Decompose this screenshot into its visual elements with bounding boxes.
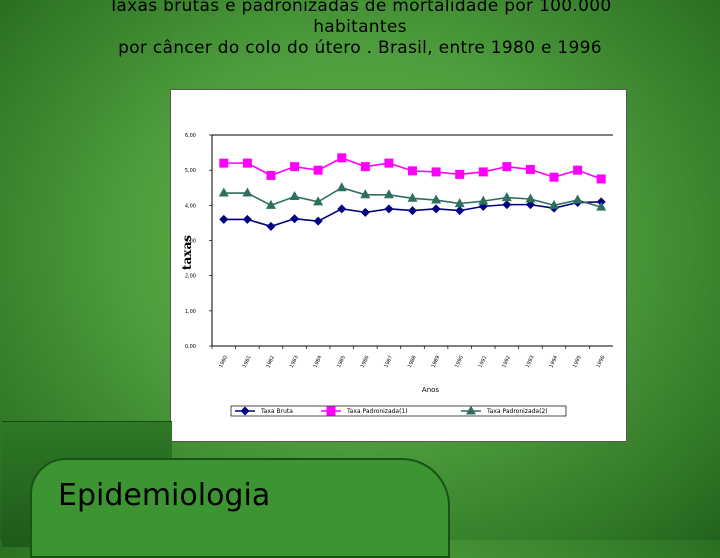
data-point-square xyxy=(455,169,465,179)
data-point-square xyxy=(431,167,441,177)
data-point-triangle xyxy=(572,194,583,204)
x-tick-label: 1993 xyxy=(525,355,536,369)
data-point-triangle xyxy=(313,196,324,206)
y-tick-label: 0,00 xyxy=(185,344,196,350)
legend-label-3: Taxa Padronizada(2) xyxy=(486,408,548,415)
data-point-triangle xyxy=(478,195,489,205)
data-point-square xyxy=(326,406,336,416)
data-point-triangle xyxy=(407,192,418,202)
x-tick-label: 1989 xyxy=(430,355,441,369)
data-point-square xyxy=(478,167,488,177)
x-tick-label: 1990 xyxy=(454,355,465,369)
data-point-square xyxy=(384,158,394,168)
y-tick-label: 3,00 xyxy=(185,239,196,245)
data-point-square xyxy=(266,170,276,180)
footer-label: Epidemiologia xyxy=(58,478,271,513)
data-point-square xyxy=(290,162,300,172)
data-point-triangle xyxy=(501,192,512,202)
data-point-triangle xyxy=(596,201,607,211)
data-point-diamond xyxy=(240,406,250,416)
x-tick-label: 1982 xyxy=(265,355,276,369)
legend-label-2: Taxa Padronizada(1) xyxy=(346,408,408,415)
data-point-square xyxy=(408,166,417,176)
data-point-diamond xyxy=(408,206,417,216)
data-point-triangle xyxy=(289,191,300,201)
x-tick-label: 1987 xyxy=(383,355,394,369)
x-tick-label: 1994 xyxy=(548,355,559,369)
x-axis-label: Anos xyxy=(422,386,440,394)
x-tick-label: 1986 xyxy=(360,355,371,369)
data-point-triangle xyxy=(525,193,536,203)
x-tick-label: 1985 xyxy=(336,355,347,369)
y-axis-label: taxas xyxy=(180,235,194,270)
data-point-diamond xyxy=(455,206,465,216)
data-point-square xyxy=(219,158,229,168)
data-point-triangle xyxy=(265,199,276,209)
data-point-diamond xyxy=(242,214,252,224)
data-point-triangle xyxy=(454,198,465,208)
legend-label-1: Taxa Bruta xyxy=(260,408,293,415)
data-point-square xyxy=(525,164,535,174)
data-point-diamond xyxy=(219,214,229,224)
data-point-diamond xyxy=(502,200,512,210)
x-tick-label: 1980 xyxy=(218,355,229,369)
data-point-triangle xyxy=(383,189,394,199)
data-point-square xyxy=(313,165,323,175)
data-point-triangle xyxy=(466,405,476,415)
data-point-square xyxy=(573,165,583,175)
y-tick-label: 4,00 xyxy=(185,203,196,209)
data-point-diamond xyxy=(360,207,370,217)
x-tick-label: 1991 xyxy=(478,355,489,369)
y-tick-label: 5,00 xyxy=(185,168,196,174)
x-tick-label: 1983 xyxy=(289,355,300,369)
data-point-triangle xyxy=(549,199,560,209)
x-tick-label: 1981 xyxy=(242,355,253,369)
data-point-triangle xyxy=(242,187,253,197)
data-point-triangle xyxy=(431,194,442,204)
data-point-square xyxy=(549,172,559,182)
title-line-3: por câncer do colo do útero . Brasil, en… xyxy=(118,38,602,58)
data-point-diamond xyxy=(337,204,347,214)
data-point-square xyxy=(242,158,252,168)
x-tick-label: 1984 xyxy=(313,355,324,369)
slide-title: Taxas brutas e padronizadas de mortalida… xyxy=(0,0,720,59)
data-point-diamond xyxy=(384,204,394,214)
data-point-triangle xyxy=(336,182,347,192)
data-point-triangle xyxy=(360,189,371,199)
data-point-diamond xyxy=(266,221,276,231)
title-line-2: habitantes xyxy=(313,17,407,37)
data-point-diamond xyxy=(290,214,300,224)
y-tick-label: 6,00 xyxy=(185,133,196,139)
data-point-square xyxy=(360,162,370,172)
data-point-triangle xyxy=(218,187,229,197)
x-tick-label: 1995 xyxy=(572,355,583,369)
data-point-diamond xyxy=(313,216,323,226)
title-line-1: Taxas brutas e padronizadas de mortalida… xyxy=(108,0,612,16)
chart-container: 0,00 1,00 2,00 3,00 4,00 5,00 6,00 1980 1981 1982… xyxy=(170,89,627,442)
legend-box xyxy=(230,405,567,417)
x-tick-label: 1992 xyxy=(501,355,512,369)
x-tick-label: 1988 xyxy=(407,355,418,369)
line-chart: 0,00 1,00 2,00 3,00 4,00 5,00 6,00 1980 1981 1982… xyxy=(180,133,613,417)
x-tick-label: 1996 xyxy=(596,355,607,369)
data-point-square xyxy=(502,162,512,172)
data-point-diamond xyxy=(431,204,441,214)
y-tick-label: 2,00 xyxy=(185,274,196,280)
y-tick-label: 1,00 xyxy=(185,309,196,315)
data-point-square xyxy=(596,174,606,184)
data-point-square xyxy=(337,153,347,163)
